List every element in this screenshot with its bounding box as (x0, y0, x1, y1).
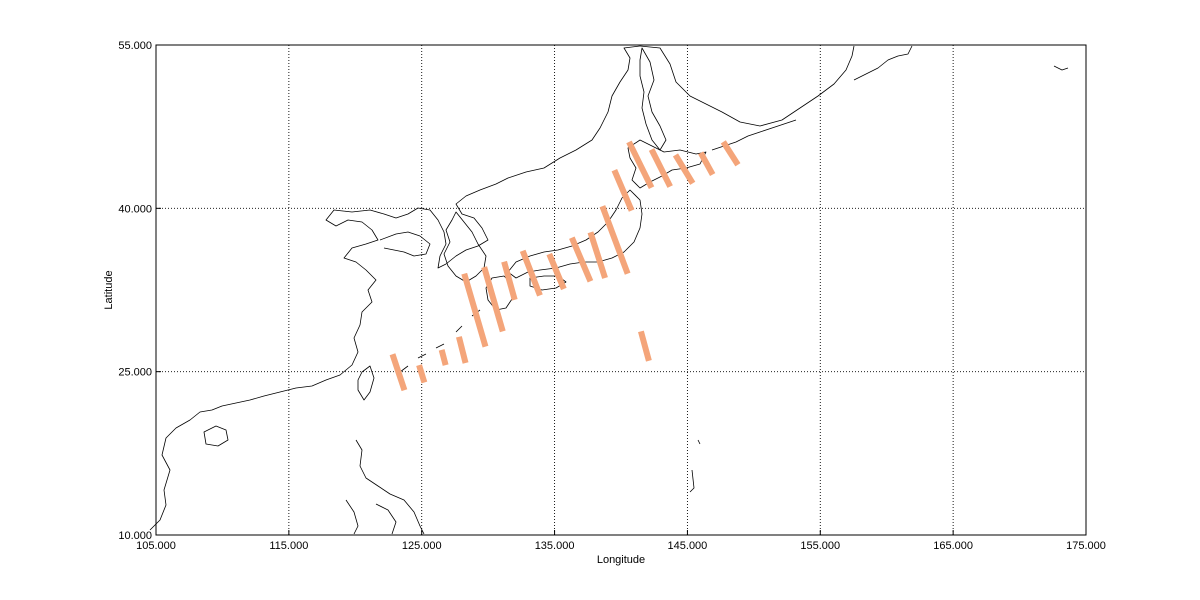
okhotsk-coastline (639, 45, 855, 127)
swath-mark (599, 205, 631, 275)
x-tick-label: 165.000 (933, 540, 973, 552)
swath-mark (438, 349, 449, 366)
x-tick-label: 145.000 (668, 540, 708, 552)
kamchatka-coastline (853, 45, 913, 81)
y-tick-label: 10.000 (118, 530, 152, 542)
taiwan-coastline (357, 365, 375, 401)
swath-mark (672, 153, 696, 185)
x-tick-label: 125.000 (402, 540, 442, 552)
swath-mark (519, 249, 543, 297)
sakhalin-coastline (639, 47, 667, 151)
swath-mark (461, 272, 489, 348)
y-tick-label: 40.000 (118, 203, 152, 215)
swath-mark (698, 151, 716, 177)
swath-mark (501, 260, 518, 301)
swath-mark (569, 236, 594, 283)
swath-mark (416, 364, 428, 384)
x-tick-label: 135.000 (535, 540, 575, 552)
swath-mark (638, 330, 652, 362)
x-tick-label: 155.000 (800, 540, 840, 552)
swath-mark (456, 336, 469, 364)
swath-mark (546, 252, 567, 291)
swath-mark (389, 353, 408, 392)
swath-mark (481, 266, 506, 333)
swath-mark (611, 169, 635, 212)
korea-coastline (443, 211, 487, 283)
mainland-coastline (149, 45, 641, 531)
swath-mark (648, 148, 673, 188)
swaths (389, 140, 741, 392)
swath-mark (587, 231, 608, 279)
x-tick-label: 175.000 (1066, 540, 1106, 552)
y-tick-label: 55.000 (118, 40, 152, 52)
philippines-coastline (345, 439, 425, 535)
y-tick-label: 25.000 (118, 367, 152, 379)
x-tick-label: 105.000 (136, 540, 176, 552)
x-tick-label: 115.000 (269, 540, 308, 552)
plot-frame (155, 44, 1087, 536)
pacific-islands (689, 65, 1069, 493)
x-axis: 105.000 115.000 125.000 135.000 145.000 155.0… (136, 530, 1106, 552)
x-axis-label: Longitude (597, 554, 645, 566)
y-axis-label: Latitude (103, 270, 115, 309)
ryukyu-coastline (399, 309, 481, 373)
honshu-coastline (507, 189, 643, 279)
grid (156, 45, 1086, 535)
y-axis: 10.000 25.000 40.000 55.000 (118, 40, 161, 542)
coastlines (149, 45, 1069, 535)
hainan-coastline (203, 425, 229, 447)
swath-mark (720, 140, 741, 167)
yellow-sea-coastline (379, 231, 431, 257)
swath-mark (626, 140, 655, 189)
